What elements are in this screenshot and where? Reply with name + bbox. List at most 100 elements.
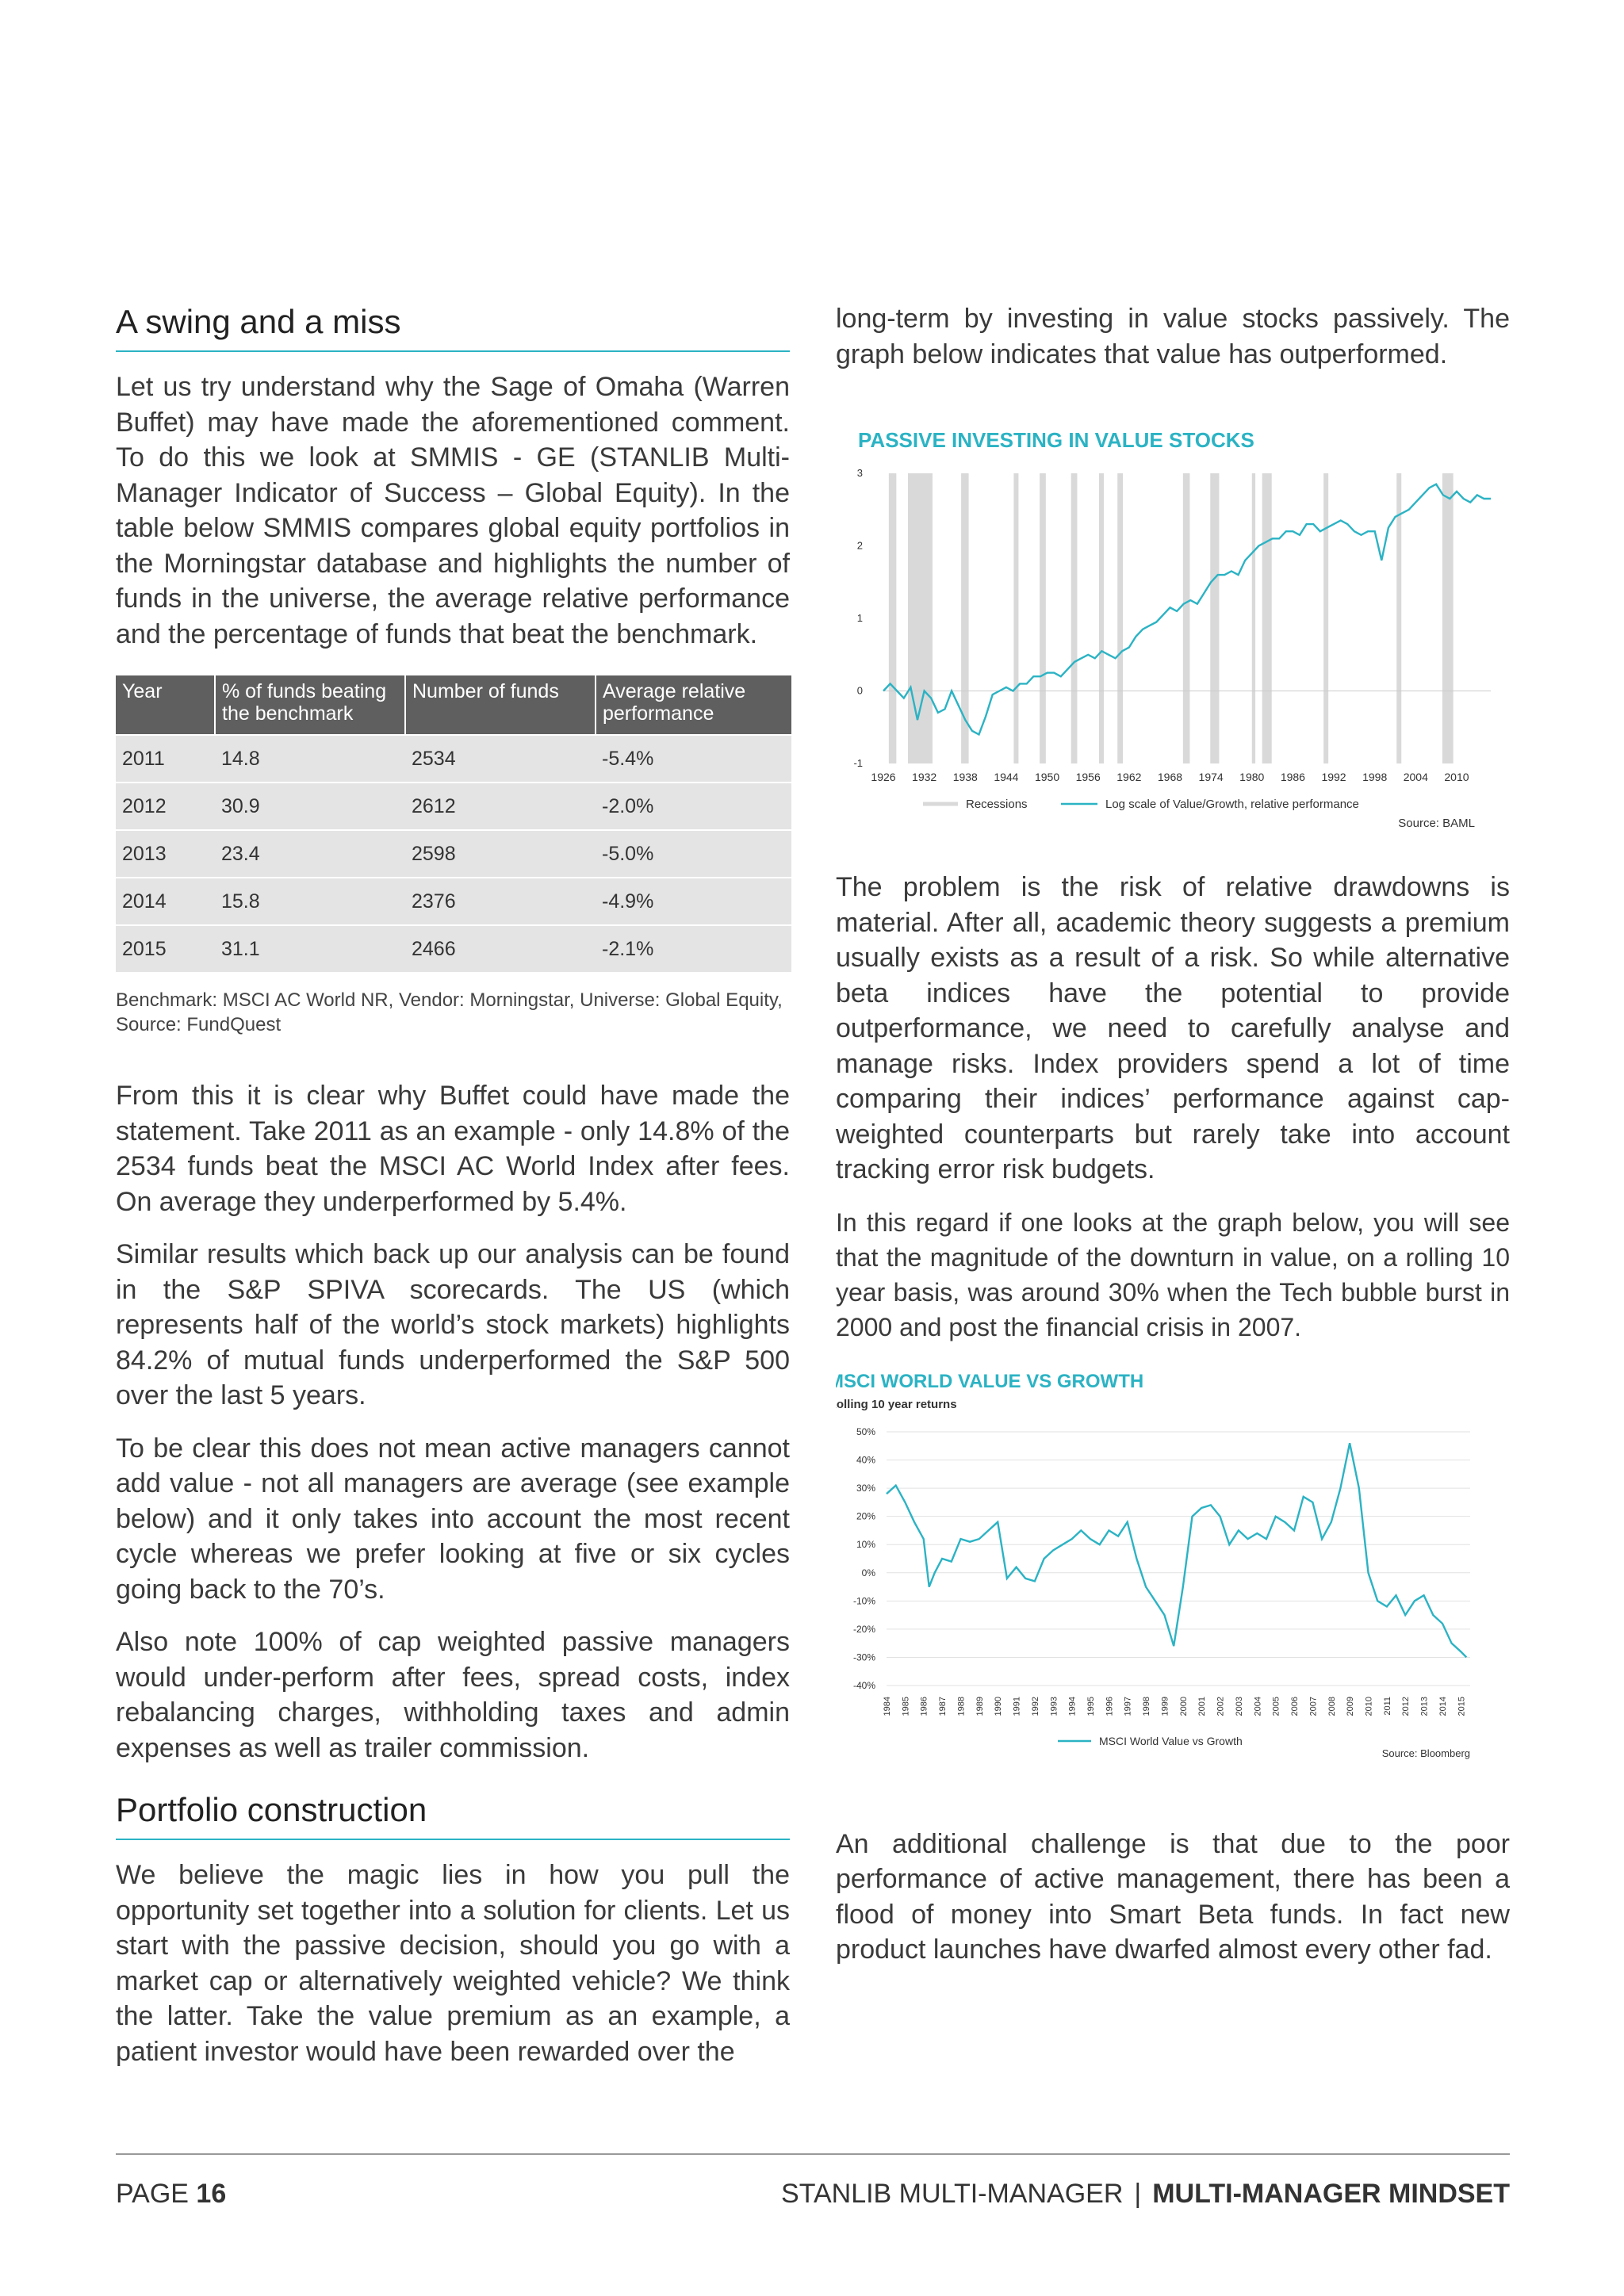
x-tick-label: 1989 [975,1697,985,1716]
chart2-svg: MSCI WORLD VALUE VS GROWTH Rolling 10 ye… [828,1371,1470,1759]
cell-year: 2011 [116,734,215,783]
y-tick-label: 3 [857,467,863,479]
cell-funds: 2376 [405,877,596,925]
left-column: A swing and a miss Let us try understand… [116,301,791,2087]
y-tick-label: 50% [856,1426,875,1437]
y-tick-label: 0% [862,1567,876,1578]
cell-avg: -2.0% [596,782,791,830]
y-tick-label: 20% [856,1510,875,1521]
cell-funds: 2534 [405,734,596,783]
y-tick-label: -10% [853,1595,875,1606]
recession-band [1251,473,1256,763]
recession-band [888,473,897,763]
recession-band [1040,473,1046,763]
recession-band [1117,473,1124,763]
x-tick-label: 1997 [1124,1697,1133,1716]
cell-avg: -5.0% [596,829,791,878]
cell-pct: 23.4 [215,829,405,878]
right-column: long-term by investing in value stocks p… [828,301,1510,1985]
footer-separator: | [1134,2179,1142,2209]
cell-funds: 2598 [405,829,596,878]
y-tick-label: 2 [857,540,863,552]
x-tick-label: 1993 [1049,1697,1059,1716]
chart1-series [883,483,1491,737]
x-tick-label: 1968 [1158,771,1182,783]
x-tick-label: 1926 [871,771,895,783]
cell-pct: 30.9 [215,782,405,830]
cell-pct: 14.8 [215,734,405,783]
y-tick-label: -30% [853,1651,875,1663]
x-tick-label: 2004 [1253,1697,1262,1716]
footer-page: PAGE 16 [116,2179,226,2210]
intro-paragraph: Let us try understand why the Sage of Om… [116,372,790,649]
recession-band [1323,473,1329,763]
cell-avg: -4.9% [596,877,791,925]
recession-band [1071,473,1078,763]
paragraph-spiva: Similar results which back up our analys… [116,1239,790,1410]
recession-band [907,473,933,763]
x-tick-label: 1974 [1199,771,1224,783]
cell-pct: 15.8 [215,877,405,925]
x-tick-label: 1991 [1013,1697,1022,1716]
recession-band [1182,473,1190,763]
chart-passive-value: PASSIVE INVESTING IN VALUE STOCKS 3 2 1 0 -1… [836,394,1510,854]
y-tick-label: -1 [853,757,863,769]
x-tick-label: 2004 [1404,771,1428,783]
publisher-name: STANLIB MULTI-MANAGER [781,2179,1124,2209]
legend-label-series: MSCI World Value vs Growth [1099,1735,1243,1747]
table-row: 2011 14.8 2534 -5.4% [116,734,791,783]
x-tick-label: 2003 [1235,1697,1244,1716]
legend-label-recessions: Recessions [966,798,1028,811]
table-row: 2015 31.1 2466 -2.1% [116,924,791,972]
x-tick-label: 1998 [1142,1697,1151,1716]
x-tick-label: 2012 [1401,1697,1411,1716]
page-number: 16 [196,2179,227,2209]
x-tick-label: 1987 [938,1697,948,1716]
recession-band [1013,473,1019,763]
x-tick-label: 1986 [920,1697,929,1716]
x-tick-label: 2010 [1364,1697,1373,1716]
table-row: 2012 30.9 2612 -2.0% [116,782,791,830]
x-tick-label: 1956 [1076,771,1101,783]
cell-avg: -5.4% [596,734,791,783]
cell-funds: 2466 [405,924,596,972]
page-label: PAGE [116,2179,189,2209]
cell-year: 2015 [116,924,215,972]
section-heading-swing: A swing and a miss [116,301,790,352]
x-tick-label: 2001 [1197,1697,1207,1716]
x-tick-label: 1996 [1105,1697,1114,1716]
recession-bands [888,473,1454,763]
y-tick-label: 0 [857,685,863,697]
chart1-svg: PASSIVE INVESTING IN VALUE STOCKS 3 2 1 0 -1… [853,428,1491,830]
x-tick-label: 2009 [1346,1697,1355,1716]
cell-funds: 2612 [405,782,596,830]
x-tick-label: 1932 [912,771,936,783]
paragraph-smart-beta: An additional challenge is that due to t… [836,1828,1510,1965]
recession-band [1262,473,1272,763]
paragraph-magic: We believe the magic lies in how you pul… [116,1860,790,2067]
x-tick-label: 2000 [1179,1697,1189,1716]
publication-title: MULTI-MANAGER MINDSET [1152,2179,1510,2209]
table-caption: Benchmark: MSCI AC World NR, Vendor: Mor… [116,989,783,1035]
cell-year: 2014 [116,877,215,925]
x-tick-label: 1999 [1160,1697,1170,1716]
x-tick-label: 1938 [953,771,978,783]
recession-band [961,473,969,763]
y-tick-label: -20% [853,1623,875,1634]
chart2-axes: 50% 40% 30% 20% 10% 0% -10% -20% -30% -40% 1984 198… [853,1426,1470,1716]
col-header-avg-relative: Average relative performance [596,675,791,735]
chart-msci-value-growth: MSCI WORLD VALUE VS GROWTH Rolling 10 ye… [828,1368,1510,1812]
cell-avg: -2.1% [596,924,791,972]
recession-band [1442,473,1454,763]
recession-band [1210,473,1220,763]
paragraph-drawdowns: The problem is the risk of relative draw… [836,872,1510,1184]
table-row: 2013 23.4 2598 -5.0% [116,829,791,878]
chart2-series [886,1442,1468,1658]
col-header-number-funds: Number of funds [405,675,596,735]
smmis-table: Year % of funds beating the benchmark Nu… [116,675,791,972]
x-tick-label: 1984 [883,1697,892,1716]
section-heading-portfolio: Portfolio construction [116,1789,790,1840]
x-tick-label: 1998 [1362,771,1387,783]
paragraph-buffet: From this it is clear why Buffet could h… [116,1081,790,1217]
x-tick-label: 2015 [1457,1697,1466,1716]
